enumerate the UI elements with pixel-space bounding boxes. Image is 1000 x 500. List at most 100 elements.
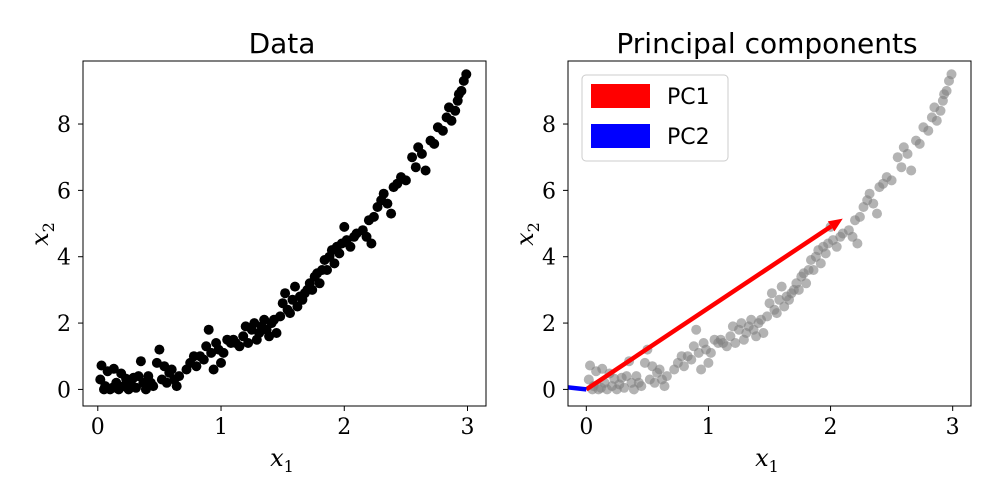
y-tick-label: 6 [57,179,71,204]
data-point [923,125,934,136]
data-point [171,381,182,392]
data-point [892,152,903,163]
data-point [271,328,282,338]
y-tick-label: 4 [57,246,71,271]
tick-group-left: 0 1 2 3 0 2 4 6 8 [57,113,475,440]
data-point [280,288,291,299]
y-axis-label-left: x2 [26,222,58,246]
data-point [696,364,707,375]
arrow-pc1-shaft [585,224,833,392]
chart-title-principal-components: Principal components [616,27,917,60]
data-point [793,284,804,295]
y-tick-label: 0 [57,378,71,403]
y-tick-label: 0 [542,378,556,403]
data-point [275,311,286,322]
data-point [703,357,714,368]
data-point [808,265,819,275]
data-point [705,347,716,358]
data-point [400,175,411,186]
data-point [776,281,787,292]
data-point [437,125,448,136]
y-tick-label: 6 [542,179,556,204]
legend-label-pc1: PC1 [667,85,710,110]
component-arrows-group [568,218,843,392]
data-point [868,198,879,209]
data-point [939,89,950,100]
data-point [334,248,345,259]
data-point [758,328,769,338]
data-point [931,115,942,126]
data-point [322,265,332,275]
y-axis-label-right: x2 [511,222,543,246]
data-point [191,361,202,372]
data-point [198,354,209,365]
data-point [243,338,254,348]
data-point [864,188,875,199]
data-point [771,308,782,319]
data-point [148,381,159,392]
data-point [766,288,777,299]
data-point [762,311,773,322]
principal-components-plot: Principal components 0 1 2 3 0 2 4 6 8 x1 x2 PC1… [511,27,972,476]
tick-group-right: 0 1 2 3 0 2 4 6 8 [542,113,960,440]
data-point [902,148,913,159]
data-point [686,354,697,365]
data-point [946,69,957,80]
data-point [691,324,702,335]
x-tick-label: 2 [824,415,838,440]
data-point [314,278,325,289]
data-point [135,356,146,367]
data-point [661,371,672,382]
data-point [896,162,907,173]
data-point [854,211,865,222]
axes-frame-left [82,60,487,407]
data-point [410,162,421,173]
x-tick-label: 1 [214,415,228,440]
data-point [914,138,925,149]
data-point [730,338,741,348]
x-axis-label-right: x1 [755,444,779,476]
data-point [801,278,812,289]
data-point [420,165,431,176]
data-point [815,258,826,269]
data-scatter-plot: Data 0 1 2 3 0 2 4 6 8 x1 x2 [26,27,487,476]
data-point [382,198,393,209]
data-point [820,248,831,259]
data-point [174,371,185,382]
legend-swatch-pc2 [591,124,650,148]
x-tick-label: 2 [337,415,351,440]
y-tick-label: 2 [542,312,556,337]
arrow-pc2-shaft [568,385,587,392]
data-point [597,363,608,374]
x-tick-label: 0 [579,415,593,440]
data-point [429,138,440,149]
legend-label-pc2: PC2 [667,125,710,150]
data-point [659,381,670,392]
data-point [216,357,226,368]
data-point [386,208,397,219]
data-point [872,208,882,219]
y-tick-label: 4 [542,246,556,271]
data-point [636,381,647,392]
data-point [461,69,472,80]
data-point [345,241,356,252]
x-tick-label: 3 [461,415,475,440]
data-point [203,324,214,335]
data-points-group-gray [583,69,957,395]
data-point [906,165,917,176]
data-point [366,238,377,249]
data-point [831,241,842,252]
data-point [721,341,732,352]
data-point [378,188,389,199]
data-point [218,347,229,358]
data-point [852,238,863,249]
chart-title-data: Data [249,27,316,60]
arrow-pc1-head [827,218,843,232]
y-tick-label: 2 [57,312,71,337]
data-point [208,364,219,375]
data-point [453,89,464,100]
y-tick-label: 8 [57,113,71,138]
data-point [416,148,427,159]
data-point [108,363,119,374]
